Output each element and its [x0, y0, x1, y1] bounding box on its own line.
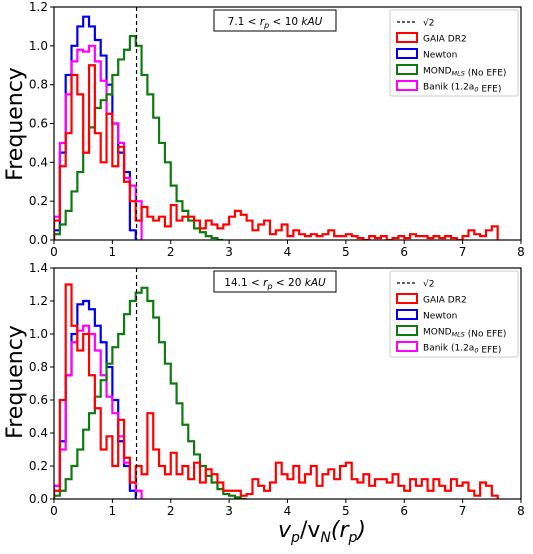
- y-tick-label: 0.0: [29, 233, 48, 247]
- series-mond: [54, 286, 247, 499]
- legend-swatch-mond: [396, 325, 418, 336]
- legend-label-banik: Banik (1.2a0 EFE): [423, 344, 501, 356]
- x-tick-label: 2: [167, 504, 175, 518]
- x-tick-label: 4: [284, 504, 292, 518]
- legend-swatch-gaia: [396, 32, 418, 43]
- x-tick-label: 7: [459, 245, 467, 259]
- x-tick-label: 1: [109, 245, 117, 259]
- y-tick-label: 1.0: [29, 327, 48, 341]
- y-tick-label: 0.4: [29, 426, 48, 440]
- x-tick-label: 6: [400, 504, 408, 518]
- legend-label-sqrt2: √2: [423, 18, 434, 29]
- ylabel-bottom: Frequency: [3, 325, 28, 439]
- legend-box: [389, 270, 519, 358]
- legend-swatch-gaia: [396, 293, 418, 304]
- y-tick-label: 0.6: [29, 393, 48, 407]
- x-tick-label: 1: [109, 504, 117, 518]
- y-tick-label: 0.4: [29, 155, 48, 169]
- legend-swatch-banik: [396, 341, 418, 352]
- plot-area: [54, 283, 499, 499]
- ylabel-top: Frequency: [3, 67, 28, 181]
- legend-label-sqrt2: √2: [423, 279, 434, 290]
- legend-label-newton: Newton: [423, 312, 457, 322]
- legend-label-mond: MONDMLS (No EFE): [423, 328, 506, 340]
- rp-annotation-text: 7.1 < rp < 10 kAU: [228, 16, 323, 30]
- rp-annotation: 7.1 < rp < 10 kAU: [213, 9, 337, 32]
- series-mond: [54, 35, 224, 240]
- series-gaia: [54, 283, 499, 499]
- legend-swatch-mond: [396, 64, 418, 75]
- y-tick-label: 1.2: [29, 294, 48, 308]
- y-tick-label: 0.0: [29, 492, 48, 506]
- panel-top: 0 1 2 3 4 5 6 7 8 0.0 0.2 0.4 0.6 0.8 1.0 1.2 7.1 < rp <…: [29, 0, 525, 259]
- x-tick-label: 5: [342, 245, 350, 259]
- legend: √2 GAIA DR2 Newton MONDMLS (No EFE) Banik (1…: [389, 270, 519, 358]
- legend-box: [389, 9, 519, 97]
- x-tick-label: 7: [459, 504, 467, 518]
- y-tick-label: 0.6: [29, 117, 48, 131]
- legend-label-banik: Banik (1.2a0 EFE): [423, 83, 501, 95]
- series-banik: [54, 324, 143, 499]
- series-gaia: [54, 64, 499, 240]
- x-tick-label: 6: [400, 245, 408, 259]
- x-tick-label: 3: [225, 504, 233, 518]
- y-tick-label: 1.2: [29, 0, 48, 14]
- legend-label-gaia: GAIA DR2: [423, 35, 467, 45]
- y-tick-label: 0.2: [29, 459, 48, 473]
- xlabel: vp/vN(rp): [278, 518, 366, 546]
- x-tick-label: 2: [167, 245, 175, 259]
- legend: √2 GAIA DR2 Newton MONDMLS (No EFE) Banik (1…: [389, 9, 519, 97]
- x-tick-label: 5: [342, 504, 350, 518]
- plot-area: [54, 15, 499, 240]
- legend-label-gaia: GAIA DR2: [423, 296, 467, 306]
- x-tick-label: 3: [225, 245, 233, 259]
- legend-label-mond: MONDMLS (No EFE): [423, 67, 506, 79]
- y-tick-label: 0.8: [29, 360, 48, 374]
- series-banik: [54, 44, 143, 240]
- panel-bottom: 0 1 2 3 4 5 6 7 8 0.0 0.2 0.4 0.6 0.8 1.0 1.2 1.4 14.1 < …: [29, 261, 525, 518]
- x-tick-label: 8: [517, 245, 525, 259]
- legend-swatch-newton: [396, 48, 418, 59]
- rp-annotation-text: 14.1 < rp < 20 kAU: [224, 277, 326, 291]
- x-tick-label: 8: [517, 504, 525, 518]
- legend-label-newton: Newton: [423, 51, 457, 61]
- y-tick-label: 1.0: [29, 39, 48, 53]
- y-tick-label: 0.2: [29, 194, 48, 208]
- legend-swatch-newton: [396, 309, 418, 320]
- x-tick-label: 0: [50, 504, 58, 518]
- y-tick-label: 1.4: [29, 261, 48, 275]
- legend-swatch-banik: [396, 80, 418, 91]
- y-tick-label: 0.8: [29, 78, 48, 92]
- x-tick-label: 4: [284, 245, 292, 259]
- rp-annotation: 14.1 < rp < 20 kAU: [213, 270, 337, 293]
- x-tick-label: 0: [50, 245, 58, 259]
